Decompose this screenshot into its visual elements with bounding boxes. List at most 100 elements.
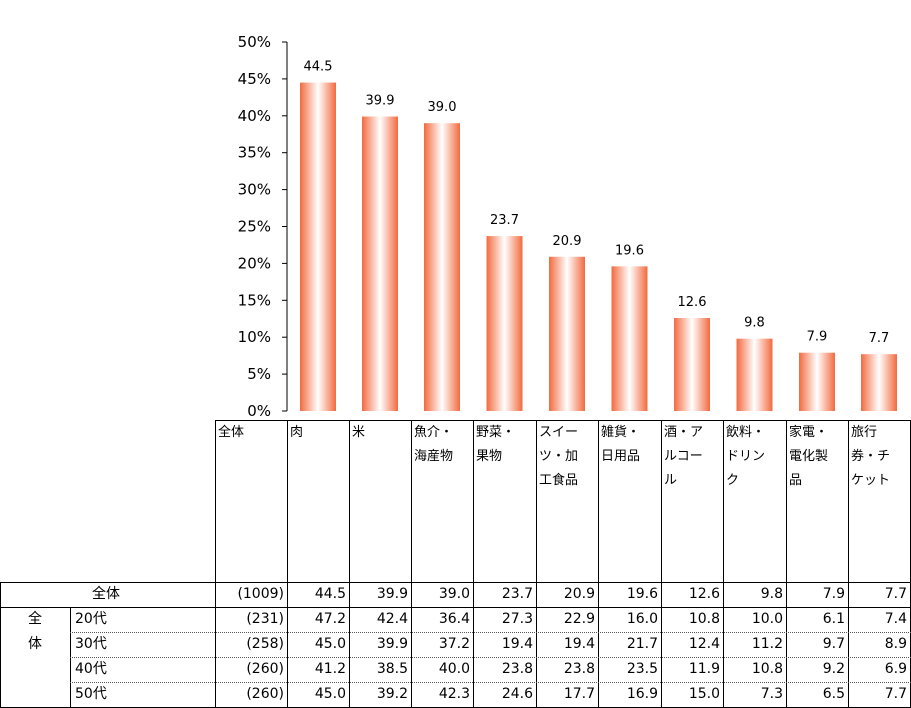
header-line: スイー [539,425,579,440]
table-cell: 10.8 [751,661,783,677]
bar-chart: 0% 5% 10% 15% 20% 25% 30% 35% 40% 45% 50% 44.5 39.9… [238,33,897,420]
table-vline [723,420,724,707]
table-cell: 6.9 [884,661,907,677]
table-dotline [70,632,911,633]
header-line: 米 [352,425,366,440]
header-line: 券・チ [851,449,891,464]
group-label: 体 [28,636,42,652]
data-label: 9.8 [744,316,765,331]
header-line: 雑貨・ [601,425,641,440]
bar [424,123,460,412]
bar [861,354,897,411]
y-tick-label: 10% [238,328,271,346]
bar [549,256,585,411]
header-line: 品 [789,473,803,488]
table-vline [473,420,474,707]
table-cell: 10.8 [688,611,720,627]
table-vline [848,420,849,707]
table-vline [411,420,412,707]
header-line: 肉 [290,425,304,440]
table-cell: 17.7 [563,686,595,702]
table-cell: 41.2 [314,661,346,677]
table-cell: 38.5 [376,661,408,677]
y-tick-label: 30% [238,181,271,199]
header-line: ツ・加 [539,449,579,464]
data-label: 23.7 [490,213,519,228]
table-cell: 42.3 [438,686,470,702]
header-cell: 旅行 券・チ ケット [848,420,910,493]
table-cell: 9.7 [822,636,845,652]
header-cell: 飲料・ ドリンク [723,420,786,493]
group-label: 全 [28,611,42,627]
bar [611,266,648,411]
y-axis: 0% 5% 10% 15% 20% 25% 30% 35% 40% 45% 50% [238,33,288,420]
row-label: 20代 [75,611,107,627]
table-cell: 20.9 [563,586,595,602]
y-tick-label: 40% [238,107,271,125]
header-cell: 米 [349,420,411,445]
table-cell: 39.2 [376,686,408,702]
table-cell: 16.0 [626,611,658,627]
table-cell: 19.6 [626,586,658,602]
table-cell: 23.8 [563,661,595,677]
bars [300,82,897,412]
table-vline [598,420,599,707]
row-label: 40代 [75,661,107,677]
table-cell: 24.6 [501,686,533,702]
table-cell: 6.5 [822,686,845,702]
table-cell: 19.4 [501,636,533,652]
header-line: ル [664,473,678,488]
table-vline [661,420,662,707]
table-cell: 7.4 [884,611,907,627]
data-label: 39.9 [366,94,395,109]
row-n: (1009) [237,586,284,602]
header-line: 酒・ア [664,425,704,440]
table-cell: 47.2 [314,611,346,627]
bar [300,82,336,411]
bar [736,338,773,411]
header-line: ク [726,473,740,488]
header-line: 魚介・ [414,425,454,440]
data-label: 39.0 [428,100,457,115]
bar [362,116,398,412]
table-hline [0,582,911,583]
table-cell: 7.9 [822,586,845,602]
row-n: (231) [246,611,284,627]
table-cell: 40.0 [438,661,470,677]
table-cell: 23.7 [501,586,533,602]
data-label: 19.6 [615,243,644,258]
y-tick-label: 35% [238,144,271,162]
table-cell: 23.8 [501,661,533,677]
header-line: 家電・ [789,425,829,440]
table-cell: 12.4 [688,636,720,652]
table-cell: 36.4 [438,611,470,627]
table-cell: 22.9 [563,611,595,627]
y-tick-label: 20% [238,254,271,272]
header-line: 飲料・ [726,425,766,440]
data-label: 7.9 [807,330,828,345]
row-label: 50代 [75,686,107,702]
header-line: 野菜・ [476,425,516,440]
header-cell: 酒・ア ルコール [661,420,723,493]
y-tick-label: 5% [247,365,271,383]
header-cell-total: 全体 [218,425,245,440]
header-line: ルコー [664,449,703,464]
y-tick-label: 15% [238,291,271,309]
table-cell: 11.2 [751,636,783,652]
table-cell: 6.1 [822,611,845,627]
table-cell: 27.3 [501,611,533,627]
table-cell: 21.7 [626,636,658,652]
table-cell: 42.4 [376,611,408,627]
data-label: 20.9 [553,234,582,249]
table-vline [536,420,537,707]
header-cell: 肉 [287,420,349,445]
header-line: 旅行 [851,425,878,440]
table-cell: 9.8 [760,586,783,602]
row-label: 全体 [92,586,120,602]
table-hline [0,607,911,608]
row-n: (260) [246,661,284,677]
table-vline [0,582,1,707]
header-cell: 魚介・ 海産物 [411,420,473,469]
y-tick-label: 0% [247,402,271,420]
table-cell: 23.5 [626,661,658,677]
